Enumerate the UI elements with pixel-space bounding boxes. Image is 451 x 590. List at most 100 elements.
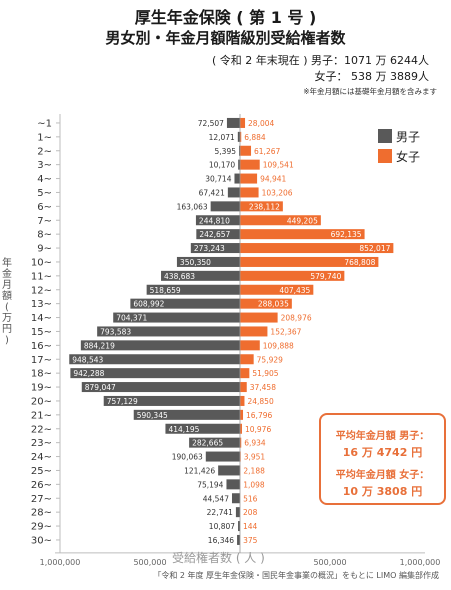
female-value-label: 152,367 — [270, 327, 301, 336]
male-value-label: 75,194 — [197, 480, 223, 489]
legend: 男子 女子 — [378, 126, 420, 166]
female-value-label: 852,017 — [359, 244, 390, 253]
male-bar — [195, 215, 240, 226]
female-value-label: 144 — [243, 522, 258, 531]
female-bar — [240, 256, 379, 267]
male-value-label: 884,219 — [84, 341, 115, 350]
x-tick-label: 1,000,000 — [40, 558, 81, 567]
total-female: 女子： 538 万 3889人 — [314, 70, 429, 83]
female-bar — [240, 229, 365, 240]
y-tick-label: 9~ — [37, 244, 52, 255]
male-value-label: 948,543 — [72, 355, 103, 364]
chart-subtitle: 男女別・年金月額階級別受給権者数 — [105, 29, 346, 47]
male-value-label: 414,195 — [168, 425, 199, 434]
y-tick-label: 1~ — [37, 132, 52, 143]
female-bar — [240, 298, 292, 309]
female-bar — [240, 326, 268, 337]
female-bar — [240, 131, 242, 142]
female-bar — [240, 243, 394, 254]
legend-item-female: 女子 — [378, 146, 420, 166]
female-value-label: 103,206 — [262, 188, 293, 197]
y-tick-label: 6~ — [37, 202, 52, 213]
y-tick-label: 12~ — [31, 285, 52, 296]
male-bar — [231, 493, 240, 504]
male-value-label: 942,288 — [73, 369, 104, 378]
y-axis-title-char: 金 — [2, 269, 12, 280]
female-bar — [240, 395, 245, 406]
female-bar — [240, 117, 246, 128]
female-value-label: 288,035 — [258, 300, 289, 309]
male-value-label: 242,657 — [199, 230, 230, 239]
y-axis-title-char: 額 — [2, 291, 12, 302]
y-tick-label: 18~ — [31, 369, 52, 380]
x-axis-title: 受給権者数 ( 人 ) — [172, 551, 265, 565]
male-value-label: 121,426 — [184, 466, 215, 475]
male-value-label: 5,395 — [215, 147, 237, 156]
male-bar — [103, 395, 240, 406]
legend-item-male: 男子 — [378, 126, 420, 146]
female-value-label: 6,934 — [244, 439, 266, 448]
female-bar — [240, 409, 244, 420]
female-bar — [240, 187, 259, 198]
male-bar — [239, 145, 240, 156]
male-value-label: 757,129 — [107, 397, 138, 406]
female-value-label: 75,929 — [257, 355, 283, 364]
male-bar — [210, 201, 240, 212]
male-bar — [238, 159, 240, 170]
y-tick-label: 11~ — [31, 271, 52, 282]
y-axis-title-char: 円 — [2, 324, 12, 335]
male-value-label: 44,547 — [203, 494, 229, 503]
legend-swatch-male — [378, 129, 392, 143]
male-value-label: 879,047 — [85, 383, 116, 392]
male-bar — [235, 507, 240, 518]
female-value-label: 6,884 — [244, 133, 266, 142]
legend-label-female: 女子 — [396, 149, 421, 164]
male-bar — [234, 173, 240, 184]
legend-label-male: 男子 — [396, 129, 421, 144]
y-tick-label: 17~ — [31, 355, 52, 366]
y-axis-title-char: 月 — [2, 280, 12, 291]
average-pension-box: 平均年金月額 男子： 16 万 4742 円 平均年金月額 女子： 10 万 3… — [319, 413, 446, 505]
source-note: 「令和 2 年度 厚生年金保険・国民年金事業の概況」をもとに LIMO 編集部作… — [153, 571, 439, 580]
male-value-label: 704,371 — [116, 314, 147, 323]
male-bar — [165, 423, 240, 434]
male-value-label: 793,583 — [100, 327, 131, 336]
male-value-label: 30,714 — [205, 175, 231, 184]
male-bar — [227, 187, 240, 198]
male-bar — [237, 131, 240, 142]
female-bar — [240, 354, 254, 365]
female-bar — [240, 145, 252, 156]
y-tick-label: 20~ — [31, 396, 52, 407]
y-tick-label: 22~ — [31, 424, 52, 435]
y-tick-label: 16~ — [31, 341, 52, 352]
female-value-label: 37,458 — [250, 383, 276, 392]
x-tick-label: 500,000 — [313, 558, 346, 567]
female-bar — [240, 340, 260, 351]
male-value-label: 190,063 — [172, 453, 203, 462]
average-male-value: 16 万 4742 円 — [342, 446, 423, 459]
y-tick-label: 3~ — [37, 160, 52, 171]
y-tick-label: 28~ — [31, 508, 52, 519]
female-value-label: 94,941 — [260, 175, 286, 184]
female-value-label: 10,976 — [245, 425, 271, 434]
male-bar — [205, 451, 240, 462]
female-bar — [240, 215, 321, 226]
y-tick-label: 21~ — [31, 410, 52, 421]
y-tick-label: ~1 — [37, 118, 52, 129]
y-tick-label: 26~ — [31, 480, 52, 491]
male-bar — [238, 521, 240, 532]
y-tick-label: 30~ — [31, 535, 52, 546]
female-value-label: 1,098 — [243, 480, 265, 489]
female-value-label: 449,205 — [287, 216, 318, 225]
y-tick-label: 24~ — [31, 452, 52, 463]
average-female-label: 平均年金月額 女子： — [335, 470, 430, 481]
female-value-label: 579,740 — [310, 272, 341, 281]
male-bar — [196, 229, 240, 240]
x-tick-label: 1,000,000 — [400, 558, 441, 567]
female-value-label: 208,976 — [281, 314, 312, 323]
male-value-label: 590,345 — [137, 411, 168, 420]
female-bar — [240, 201, 283, 212]
female-bar — [240, 368, 250, 379]
female-bar — [240, 312, 278, 323]
